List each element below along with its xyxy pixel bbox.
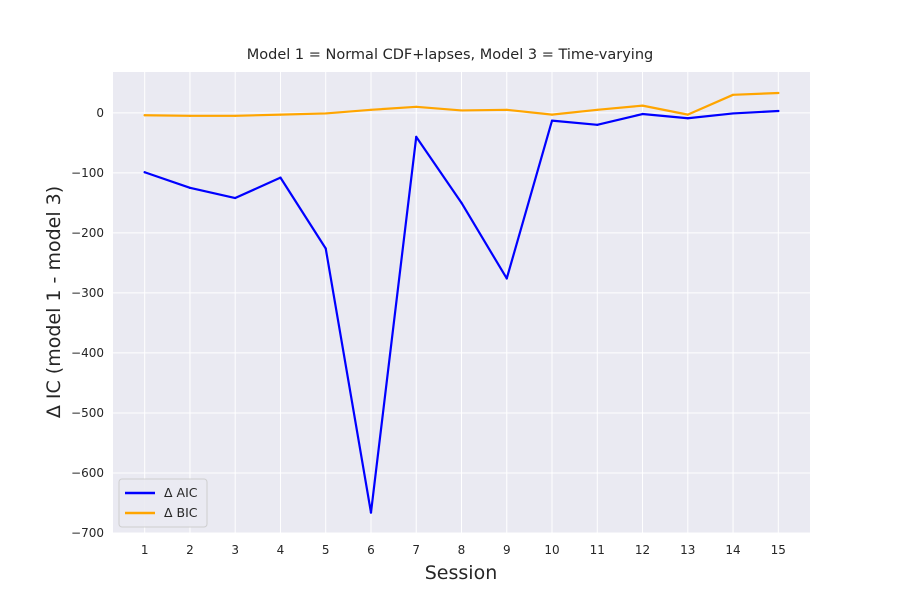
legend-box: [118, 478, 208, 528]
x-tick-label: 5: [322, 543, 330, 557]
y-tick-label: −200: [71, 226, 104, 240]
y-tick-label: 0: [96, 106, 104, 120]
data-point: [550, 119, 554, 122]
x-tick-label: 7: [412, 543, 420, 557]
x-tick-label: 9: [503, 543, 511, 557]
data-point: [777, 109, 780, 113]
data-point: [279, 176, 282, 179]
data-point: [460, 109, 463, 112]
x-tick-label: 11: [590, 543, 605, 557]
data-point: [188, 186, 192, 189]
data-point: [505, 277, 508, 280]
data-point: [731, 93, 735, 96]
y-axis-title: Δ IC (model 1 - model 3): [43, 186, 65, 418]
x-tick-label: 14: [725, 543, 740, 557]
legend-label-aic: Δ AIC: [164, 485, 198, 500]
data-point: [324, 112, 327, 115]
data-point: [731, 112, 735, 115]
x-tick-label: 15: [771, 543, 786, 557]
data-point: [234, 196, 237, 200]
x-tick-label: 1: [141, 543, 149, 557]
y-tick-label: −600: [71, 466, 104, 480]
x-ticks: 1 2 3 4 5 6 7 8 9 10 11 12 13 14 15: [141, 543, 786, 557]
x-axis-title: Session: [425, 562, 498, 584]
data-point: [596, 108, 599, 111]
chart-title: Model 1 = Normal CDF+lapses, Model 3 = T…: [247, 47, 653, 63]
legend-label-bic: Δ BIC: [164, 505, 198, 520]
x-tick-label: 4: [277, 543, 285, 557]
data-point: [188, 114, 192, 117]
data-point: [324, 247, 327, 250]
data-point: [505, 108, 508, 111]
legend: Δ AIC Δ BIC: [118, 478, 208, 528]
y-tick-label: −100: [71, 166, 104, 180]
data-point: [143, 114, 146, 117]
data-point: [777, 91, 780, 95]
y-ticks: 0 −100 −200 −300 −400 −500 −600 −700: [71, 106, 104, 540]
x-tick-label: 2: [186, 543, 194, 557]
data-point: [234, 114, 237, 117]
data-point: [143, 171, 146, 174]
y-tick-label: −300: [71, 286, 104, 300]
x-tick-label: 8: [458, 543, 466, 557]
y-tick-label: −700: [71, 526, 104, 540]
y-tick-label: −500: [71, 406, 104, 420]
series-layer: [143, 91, 780, 514]
grid: [113, 72, 810, 534]
data-point: [596, 123, 599, 126]
x-tick-label: 3: [231, 543, 239, 557]
data-point: [369, 511, 373, 514]
data-point: [415, 135, 418, 138]
data-point: [686, 113, 689, 116]
x-tick-label: 12: [635, 543, 650, 557]
x-tick-label: 6: [367, 543, 375, 557]
data-point: [415, 105, 418, 108]
data-point: [641, 112, 644, 116]
y-tick-label: −400: [71, 346, 104, 360]
data-point: [641, 104, 644, 107]
data-point: [686, 117, 689, 120]
data-point: [369, 108, 373, 111]
data-point: [460, 201, 463, 204]
x-tick-label: 13: [680, 543, 695, 557]
x-tick-label: 10: [544, 543, 559, 557]
data-point: [279, 113, 282, 116]
data-point: [550, 113, 554, 116]
